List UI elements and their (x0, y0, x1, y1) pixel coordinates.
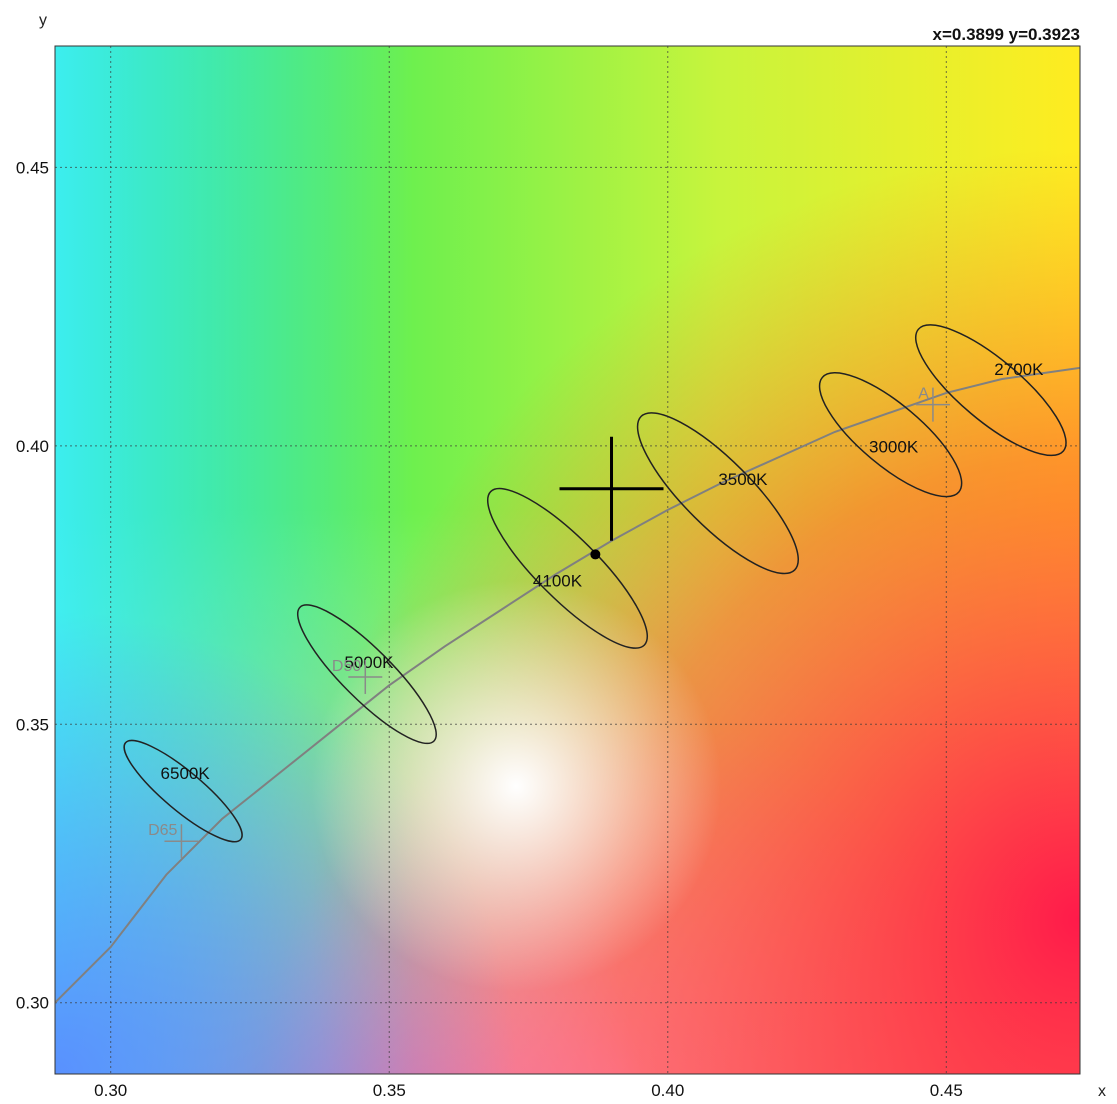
ellipse-6500k (123, 739, 243, 843)
x-tick-label: 0.45 (930, 1081, 963, 1100)
y-tick-labels: 0.30 0.35 0.40 0.45 (16, 158, 49, 1012)
reference-label-a: A (918, 386, 929, 403)
x-tick-labels: 0.30 0.35 0.40 0.45 (94, 1081, 963, 1100)
plot-frame (54, 45, 1081, 1075)
cursor-crosshair-layer (559, 436, 664, 541)
planckian-locus (55, 366, 1080, 1004)
x-axis-label: x (1098, 1083, 1106, 1100)
y-tick-label: 0.40 (16, 437, 49, 456)
x-tick-label: 0.40 (651, 1081, 684, 1100)
ellipse-3500k (636, 412, 799, 575)
ellipse-2700k (914, 324, 1067, 457)
ellipse-label-3500k: 3500K (718, 470, 768, 489)
ellipse-5000k (296, 604, 437, 745)
reference-label-d50: D50 (332, 658, 361, 675)
ellipse-4100k (486, 487, 649, 649)
ellipse-label-3000k: 3000K (869, 438, 919, 457)
y-tick-label: 0.35 (16, 715, 49, 734)
x-tick-label: 0.30 (94, 1081, 127, 1100)
ellipse-label-6500k: 6500K (161, 764, 211, 783)
coordinate-readout: x=0.3899 y=0.3923 (933, 25, 1080, 44)
x-tick-label: 0.35 (373, 1081, 406, 1100)
grid-lines (55, 46, 1080, 1074)
ellipse-3000k (818, 372, 963, 498)
y-axis-label: y (39, 12, 47, 29)
measured-point-layer (590, 549, 601, 560)
reference-points-layer: D65 D50 A (148, 386, 950, 859)
measured-point (590, 549, 601, 560)
y-tick-label: 0.45 (16, 158, 49, 177)
ellipse-label-5000k: 5000K (344, 653, 394, 672)
ellipse-label-2700k: 2700K (994, 360, 1044, 379)
y-tick-label: 0.30 (16, 994, 49, 1013)
ellipses-layer: 6500K 5000K 4100K 3500K 3000K 2700K (123, 324, 1067, 843)
plot-area: 6500K 5000K 4100K 3500K 3000K 2700K D65 D50 A (55, 46, 1080, 1074)
ellipse-label-4100k: 4100K (533, 571, 583, 590)
color-overlay-white (55, 46, 1080, 1074)
reference-label-d65: D65 (148, 822, 177, 839)
